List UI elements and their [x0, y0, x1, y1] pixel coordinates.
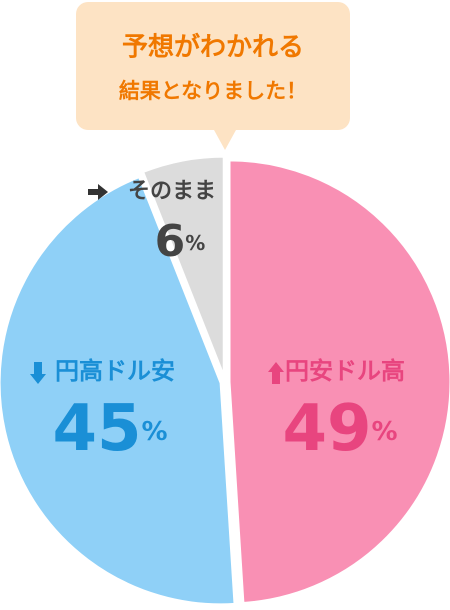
- down-arrow: [30, 362, 46, 384]
- pie-slice: [140, 154, 226, 379]
- chart-title: 予想がわかれる: [122, 32, 304, 63]
- category-label: 円安ドル高: [285, 357, 405, 385]
- chart-subtitle: 結果となりました！: [119, 79, 307, 103]
- value-label: 45%: [52, 392, 167, 466]
- callout: [76, 2, 350, 150]
- right-arrow: [88, 184, 108, 200]
- pie-slice: [227, 158, 450, 606]
- category-label: 円高ドル安: [55, 357, 175, 385]
- up-arrow: [268, 362, 284, 384]
- category-label: そのまま: [128, 179, 216, 204]
- value-label: 6%: [155, 216, 206, 267]
- pie-slice: [0, 174, 237, 607]
- value-label: 49%: [282, 392, 397, 466]
